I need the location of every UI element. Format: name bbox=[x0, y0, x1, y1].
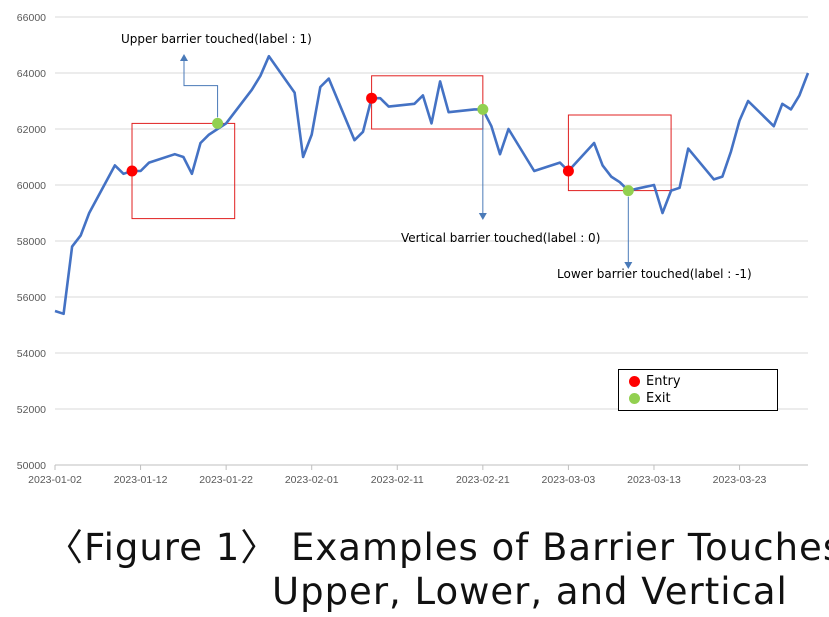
arrow-head bbox=[624, 262, 633, 269]
legend-item-exit: Exit bbox=[629, 390, 671, 407]
y-tick-label: 62000 bbox=[17, 124, 46, 136]
barrier-box-1 bbox=[131, 122, 236, 220]
annotations: Upper barrier touched(label : 1) Vertical… bbox=[121, 32, 752, 281]
exit-marker-icon bbox=[629, 393, 640, 404]
y-tick-label: 58000 bbox=[17, 236, 46, 248]
entry-marker-icon bbox=[629, 376, 640, 387]
y-tick-label: 64000 bbox=[17, 68, 46, 80]
x-tick-label: 2023-01-02 bbox=[28, 474, 82, 486]
exit-point bbox=[477, 103, 489, 115]
y-tick-label: 56000 bbox=[17, 292, 46, 304]
y-tick-label: 66000 bbox=[17, 12, 46, 24]
x-tick-label: 2023-03-13 bbox=[627, 474, 681, 486]
legend-label-exit: Exit bbox=[646, 391, 671, 406]
gridlines bbox=[55, 16, 808, 466]
annotation-3: Lower barrier touched(label : -1) bbox=[557, 267, 752, 281]
legend-label-entry: Entry bbox=[646, 374, 681, 389]
x-tick-label: 2023-02-11 bbox=[371, 474, 424, 486]
entry-point bbox=[126, 165, 138, 177]
barrier-chart: 50000 52000 54000 56000 58000 60000 62000 64000… bbox=[17, 12, 810, 486]
price-line bbox=[54, 54, 810, 316]
arrow-head bbox=[478, 213, 487, 220]
exit-point bbox=[212, 117, 224, 129]
x-tick-label: 2023-02-21 bbox=[456, 474, 510, 486]
y-tick-label: 54000 bbox=[17, 348, 46, 360]
annotation-2: Vertical barrier touched(label : 0) bbox=[401, 231, 600, 245]
barrier-box-3 bbox=[567, 114, 672, 192]
x-tick-label: 2023-01-22 bbox=[199, 474, 253, 486]
x-tick-label: 2023-03-23 bbox=[713, 474, 767, 486]
price-series bbox=[54, 54, 810, 316]
figure-caption-line2: Upper, Lower, and Vertical bbox=[272, 570, 788, 613]
legend-item-entry: Entry bbox=[629, 373, 681, 390]
annotation-1: Upper barrier touched(label : 1) bbox=[121, 32, 312, 46]
barrier-box-2 bbox=[371, 75, 484, 130]
y-tick-label: 60000 bbox=[17, 180, 46, 192]
exit-point bbox=[622, 185, 634, 197]
legend: Entry Exit bbox=[618, 369, 778, 411]
x-tick-label: 2023-02-01 bbox=[285, 474, 339, 486]
x-tick-label: 2023-03-03 bbox=[542, 474, 596, 486]
figure-caption-line1: 〈Figure 1〉 Examples of Barrier Touches: bbox=[46, 526, 829, 569]
upper-arrow bbox=[183, 60, 219, 118]
y-tick-label: 52000 bbox=[17, 404, 46, 416]
entry-point bbox=[562, 165, 574, 177]
x-tick-label: 2023-01-12 bbox=[114, 474, 168, 486]
x-axis-ticks: 2023-01-02 2023-01-12 2023-01-22 2023-02-01… bbox=[28, 465, 767, 486]
annotation-arrows bbox=[180, 54, 633, 269]
y-tick-label: 50000 bbox=[17, 460, 46, 472]
entry-point bbox=[366, 92, 378, 104]
entry-exit-points bbox=[126, 92, 634, 197]
y-axis-ticks: 50000 52000 54000 56000 58000 60000 62000 64000… bbox=[17, 12, 46, 472]
arrow-head bbox=[180, 54, 188, 61]
